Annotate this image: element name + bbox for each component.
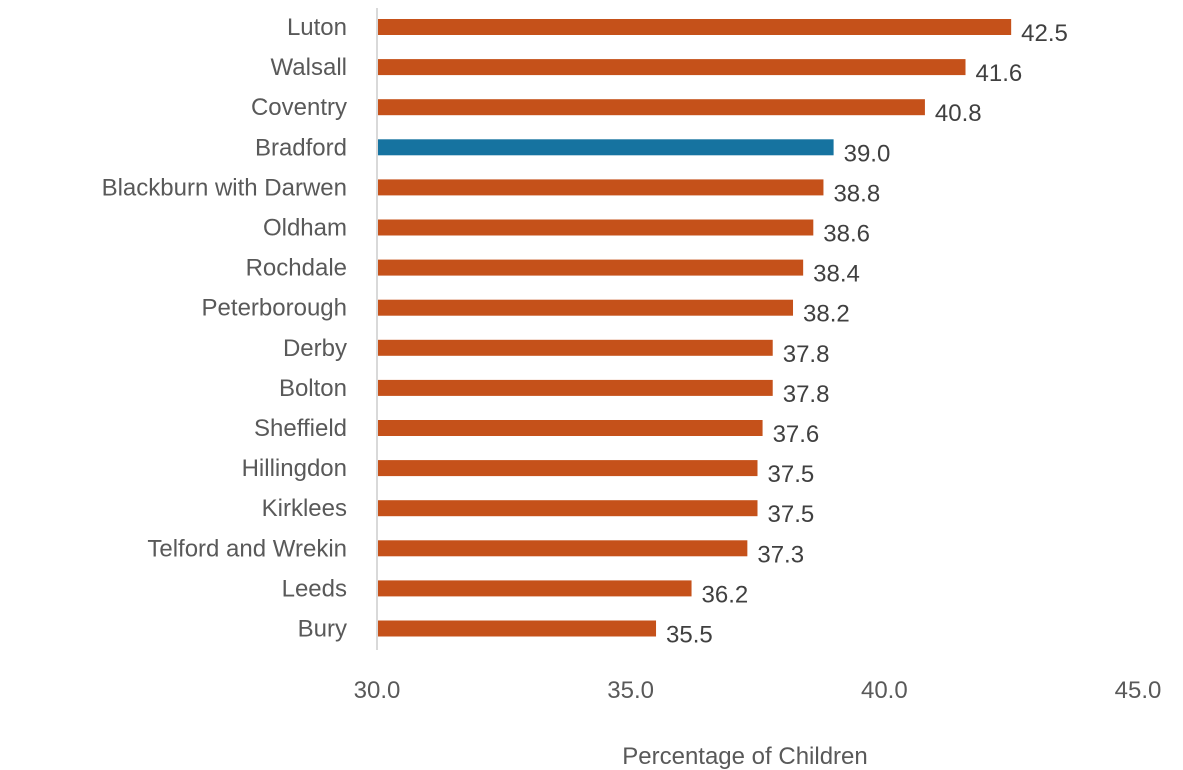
category-label-sheffield: Sheffield [254, 415, 347, 442]
bar-rochdale [377, 259, 804, 276]
bar-bradford [377, 139, 834, 156]
bar-sheffield [377, 420, 763, 436]
category-label-telford-and-wrekin: Telford and Wrekin [147, 535, 347, 562]
value-label-telford-and-wrekin: 37.3 [757, 541, 804, 568]
value-labels: 42.5 41.6 40.8 39.0 38.8 38.6 38.4 38.2 37.8 37.8… [666, 20, 1068, 649]
value-label-derby: 37.8 [783, 341, 830, 368]
bar-hillingdon [377, 460, 758, 477]
x-tick-label: 30.0 [354, 677, 401, 704]
bar-walsall [377, 59, 966, 76]
category-label-bury: Bury [298, 616, 347, 643]
bar-bolton [377, 379, 773, 396]
value-label-rochdale: 38.4 [813, 261, 860, 288]
bar-leeds [377, 580, 692, 597]
category-label-coventry: Coventry [251, 94, 347, 121]
category-label-derby: Derby [283, 335, 347, 362]
value-label-sheffield: 37.6 [773, 421, 820, 448]
category-label-blackburn-with-darwen: Blackburn with Darwen [102, 174, 347, 201]
value-label-bolton: 37.8 [783, 381, 830, 408]
bar-bury [377, 620, 657, 637]
category-label-peterborough: Peterborough [202, 295, 347, 322]
x-tick-label: 35.0 [607, 677, 654, 704]
category-label-luton: Luton [287, 14, 347, 41]
value-label-oldham: 38.6 [823, 221, 870, 248]
category-label-walsall: Walsall [271, 54, 347, 81]
bar-coventry [377, 99, 925, 116]
bars-group [377, 19, 1012, 637]
category-label-rochdale: Rochdale [246, 255, 347, 282]
value-label-coventry: 40.8 [935, 100, 982, 127]
category-label-bolton: Bolton [279, 375, 347, 402]
category-label-bradford: Bradford [255, 134, 347, 161]
value-label-leeds: 36.2 [702, 581, 749, 608]
x-axis-title: Percentage of Children [622, 743, 867, 770]
x-tick-label: 45.0 [1115, 677, 1162, 704]
category-label-kirklees: Kirklees [262, 495, 347, 522]
bar-luton [377, 19, 1012, 35]
bar-telford-and-wrekin [377, 540, 748, 557]
category-label-hillingdon: Hillingdon [242, 455, 347, 482]
value-label-bradford: 39.0 [844, 140, 891, 167]
bar-peterborough [377, 299, 794, 316]
bar-oldham [377, 219, 814, 236]
category-labels: Luton Walsall Coventry Bradford Blackburn wi… [102, 14, 347, 643]
category-label-leeds: Leeds [282, 575, 347, 602]
x-tick-label: 40.0 [861, 677, 908, 704]
value-label-kirklees: 37.5 [768, 501, 815, 528]
value-label-luton: 42.5 [1021, 20, 1068, 47]
x-tick-labels: 30.0 35.0 40.0 45.0 [354, 677, 1162, 704]
bar-derby [377, 339, 773, 356]
bar-kirklees [377, 500, 758, 517]
value-label-walsall: 41.6 [976, 60, 1023, 87]
value-label-hillingdon: 37.5 [768, 461, 815, 488]
bar-blackburn-with-darwen [377, 179, 824, 196]
value-label-blackburn-with-darwen: 38.8 [833, 180, 880, 207]
value-label-peterborough: 38.2 [803, 301, 850, 328]
value-label-bury: 35.5 [666, 622, 713, 649]
category-label-oldham: Oldham [263, 215, 347, 242]
